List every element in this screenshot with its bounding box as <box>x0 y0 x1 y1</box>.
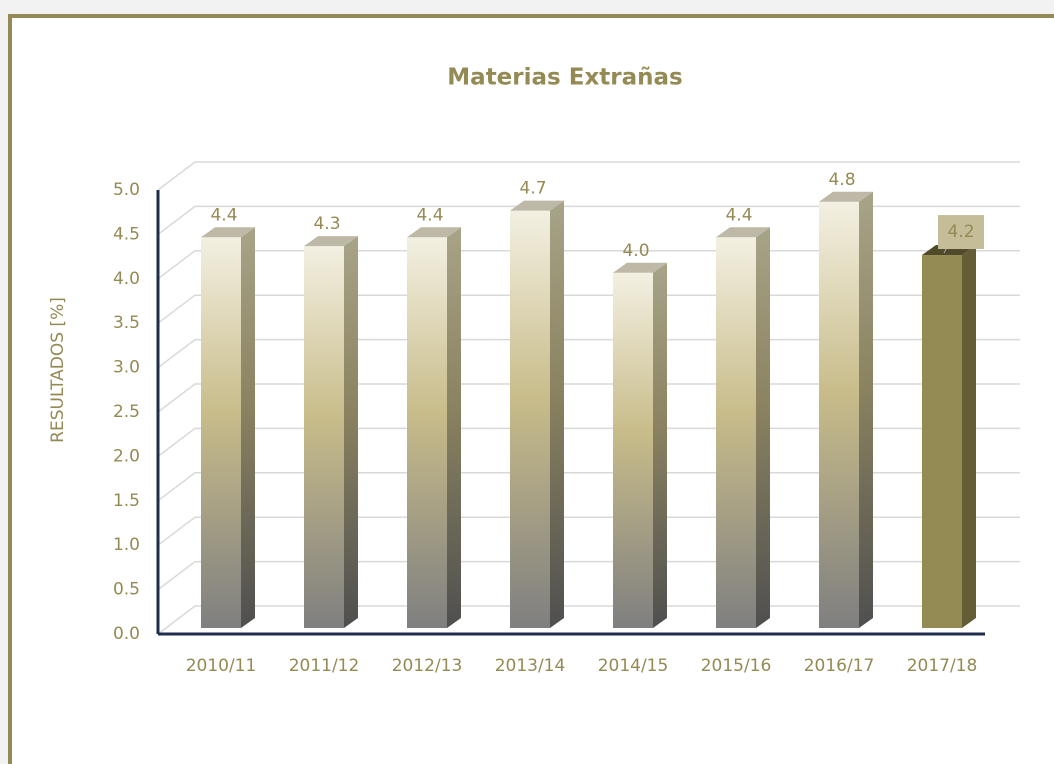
y-tick-label: 0.5 <box>113 580 140 600</box>
x-tick-label: 2014/15 <box>598 656 669 676</box>
chart-title: Materias Extrañas <box>447 65 682 91</box>
grid-line <box>157 383 1020 413</box>
grid-line <box>157 427 1020 457</box>
bar-side <box>550 200 564 628</box>
value-label: 4.4 <box>725 205 752 225</box>
bar-top <box>613 262 667 273</box>
grid-line <box>157 472 1020 502</box>
x-tick-label: 2015/16 <box>701 656 772 676</box>
bar <box>510 210 550 628</box>
y-tick-label: 1.0 <box>113 535 140 555</box>
y-tick-label: 2.5 <box>113 402 140 422</box>
bar-side <box>756 227 770 628</box>
y-tick-label: 5.0 <box>113 180 140 200</box>
grid-line <box>157 250 1020 280</box>
y-axis-label: RESULTADOS [%] <box>48 297 68 443</box>
y-tick-label: 4.5 <box>113 224 140 244</box>
bar-side <box>653 262 667 628</box>
value-label: 4.0 <box>622 241 649 261</box>
bar <box>407 237 447 628</box>
value-label: 4.7 <box>519 179 546 199</box>
value-label: 4.3 <box>313 214 340 234</box>
value-label: 4.4 <box>416 205 443 225</box>
value-label: 4.4 <box>210 205 237 225</box>
grid-line <box>157 161 1020 191</box>
bar-side <box>859 191 873 628</box>
y-tick-label: 3.5 <box>113 313 140 333</box>
y-tick-label: 1.5 <box>113 491 140 511</box>
bar <box>304 246 344 628</box>
y-tick-label: 4.0 <box>113 269 140 289</box>
x-tick-label: 2012/13 <box>392 656 463 676</box>
bar-top <box>819 191 873 202</box>
bar-top <box>407 227 461 238</box>
x-tick-label: 2013/14 <box>495 656 566 676</box>
bar-top <box>510 200 564 211</box>
bar-side <box>344 236 358 628</box>
bar-top <box>716 227 770 238</box>
grid-line <box>157 605 1020 635</box>
x-tick-label: 2016/17 <box>804 656 875 676</box>
bar <box>201 237 241 628</box>
value-label-box <box>938 215 984 250</box>
bar-top <box>304 236 358 247</box>
bar <box>819 201 859 628</box>
bar <box>613 272 653 628</box>
value-label: 4.2 <box>947 222 974 242</box>
grid-line <box>157 516 1020 546</box>
bar-side <box>962 245 976 629</box>
grid-line <box>157 205 1020 235</box>
bar-side <box>241 227 255 628</box>
bar <box>922 255 962 629</box>
y-tick-label: 3.0 <box>113 358 140 378</box>
value-label: 4.8 <box>828 170 855 190</box>
x-tick-label: 2011/12 <box>289 656 360 676</box>
bar-side <box>447 227 461 628</box>
y-tick-label: 2.0 <box>113 446 140 466</box>
x-tick-label: 2017/18 <box>907 656 978 676</box>
grid-line <box>157 338 1020 369</box>
grid-line <box>157 560 1020 591</box>
x-tick-label: 2010/11 <box>186 656 257 676</box>
bar-top <box>201 227 255 238</box>
y-tick-label: 0.0 <box>113 624 140 644</box>
bar <box>716 237 756 628</box>
grid-line <box>157 294 1020 324</box>
